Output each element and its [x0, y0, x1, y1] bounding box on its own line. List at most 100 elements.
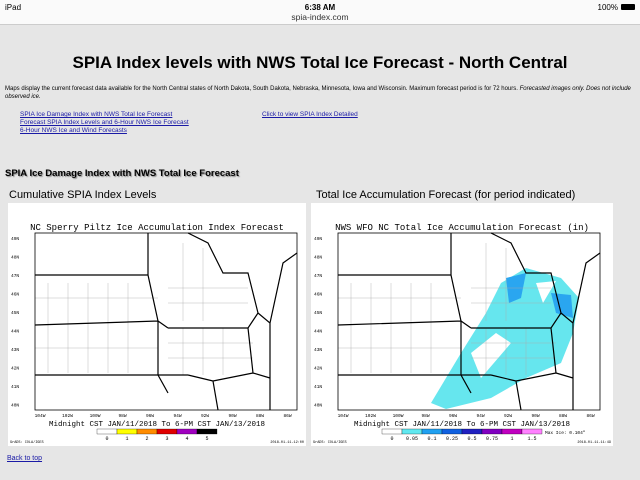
lon-label: 96W — [449, 413, 457, 419]
timestamp: 2018-01-11-11:49 — [577, 441, 611, 445]
legend-label: 0 — [105, 436, 108, 442]
legend-label: 4 — [185, 436, 188, 442]
legend-label: 0.75 — [486, 436, 498, 442]
legend-label: 1 — [510, 436, 513, 442]
legend-swatch — [381, 428, 403, 435]
state-borders — [34, 232, 298, 411]
map-image: NC Sperry Piltz Ice Accumulation Index F… — [8, 203, 306, 446]
map-period: Midnight CST JAN/11/2018 To 6-PM CST JAN… — [354, 421, 570, 429]
map-caption: Cumulative SPIA Index Levels — [9, 189, 157, 201]
battery: 100% — [597, 3, 618, 12]
ice-area — [431, 268, 579, 409]
lon-label: 90W — [531, 413, 539, 419]
lat-label: 42N — [314, 366, 322, 372]
lat-label: 46N — [314, 292, 322, 298]
legend-label: 0.5 — [467, 436, 476, 442]
nav-link[interactable]: SPIA Ice Damage Index with NWS Total Ice… — [20, 111, 173, 118]
lat-label: 41N — [314, 384, 322, 390]
lon-label: 90W — [228, 413, 236, 419]
timestamp: 2018-01-11-12:00 — [270, 441, 304, 445]
url[interactable]: spia-index.com — [291, 12, 349, 22]
legend-swatch — [401, 428, 423, 435]
legend-swatch — [116, 428, 138, 435]
legend-swatch — [501, 428, 523, 435]
map-image: NWS WFO NC Total Ice Accumulation Foreca… — [311, 203, 613, 446]
lon-label: 88W — [559, 413, 567, 419]
device: iPad — [5, 3, 22, 12]
ice-area — [536, 281, 556, 303]
map-title: NC Sperry Piltz Ice Accumulation Index F… — [30, 223, 284, 233]
lat-label: 49N — [314, 236, 322, 242]
lat-label: 46N — [11, 292, 19, 298]
lon-label: 100W — [90, 413, 101, 419]
legend-swatch — [176, 428, 198, 435]
lon-label: 98W — [118, 413, 126, 419]
lon-label: 98W — [421, 413, 429, 419]
lon-label: 104W — [35, 413, 46, 419]
battery-icon — [621, 4, 635, 10]
state-borders — [337, 232, 601, 411]
lat-label: 49N — [11, 236, 19, 242]
lat-label: 47N — [11, 273, 19, 279]
nav-link[interactable]: Forecast SPIA Index Levels and 6-Hour NW… — [20, 119, 189, 126]
detail-link[interactable]: Click to view SPIA Index Detailed — [262, 111, 358, 118]
lat-label: 44N — [11, 329, 19, 335]
legend-label: 3 — [165, 436, 168, 442]
lat-label: 47N — [314, 273, 322, 279]
plot-frame — [34, 232, 298, 411]
legend-label: 1.5 — [527, 436, 536, 442]
legend-swatch — [461, 428, 483, 435]
legend-swatch — [136, 428, 158, 435]
nav-link[interactable]: 6-Hour NWS Ice and Wind Forecasts — [20, 127, 127, 134]
legend-label: 0.25 — [446, 436, 458, 442]
ice-area — [551, 293, 573, 318]
max-ice: Max Ice: 0.104" — [545, 430, 586, 436]
map-period: Midnight CST JAN/11/2018 To 6-PM CST JAN… — [49, 421, 265, 429]
section-heading: SPIA Ice Damage Index with NWS Total Ice… — [5, 168, 239, 179]
legend-swatch — [156, 428, 178, 435]
lat-label: 40N — [11, 403, 19, 409]
lon-label: 86W — [283, 413, 291, 419]
ice-area — [471, 333, 511, 378]
lon-label: 94W — [476, 413, 484, 419]
legend-label: 2 — [145, 436, 148, 442]
county-lines — [35, 243, 253, 375]
description-text: Maps display the current forecast data a… — [5, 86, 518, 92]
lat-label: 48N — [11, 255, 19, 261]
time: 6:38 AM — [304, 3, 336, 12]
lat-label: 43N — [11, 347, 19, 353]
county-lines — [338, 243, 556, 375]
lat-label: 44N — [314, 329, 322, 335]
page-title: SPIA Index levels with NWS Total Ice For… — [72, 53, 568, 72]
lat-label: 41N — [11, 384, 19, 390]
legend-swatch — [196, 428, 218, 435]
legend-swatch — [481, 428, 503, 435]
description-note: Forecasted images only. Does not include… — [5, 86, 631, 100]
legend-swatch — [421, 428, 443, 435]
lat-label: 48N — [314, 255, 322, 261]
lon-label: 102W — [62, 413, 73, 419]
back-to-top[interactable]: Back to top — [7, 455, 43, 462]
lon-label: 92W — [504, 413, 512, 419]
legend-label: 0.05 — [406, 436, 418, 442]
credit: GrADS: COLA/IGES — [10, 440, 44, 445]
lat-label: 45N — [11, 310, 19, 316]
lon-label: 86W — [586, 413, 594, 419]
lat-label: 40N — [314, 403, 322, 409]
lat-label: 43N — [314, 347, 322, 353]
lon-label: 94W — [173, 413, 181, 419]
lon-label: 88W — [256, 413, 264, 419]
legend-label: 1 — [125, 436, 128, 442]
legend-swatch — [96, 428, 118, 435]
legend-label: 0 — [390, 436, 393, 442]
lon-label: 92W — [201, 413, 209, 419]
credit: GrADS: COLA/IGES — [313, 440, 347, 445]
lon-label: 100W — [393, 413, 404, 419]
lat-label: 45N — [314, 310, 322, 316]
legend-swatch — [521, 428, 543, 435]
legend-swatch — [441, 428, 463, 435]
map-caption: Total Ice Accumulation Forecast (for per… — [316, 189, 576, 201]
lon-label: 104W — [338, 413, 349, 419]
plot-frame — [337, 232, 601, 411]
